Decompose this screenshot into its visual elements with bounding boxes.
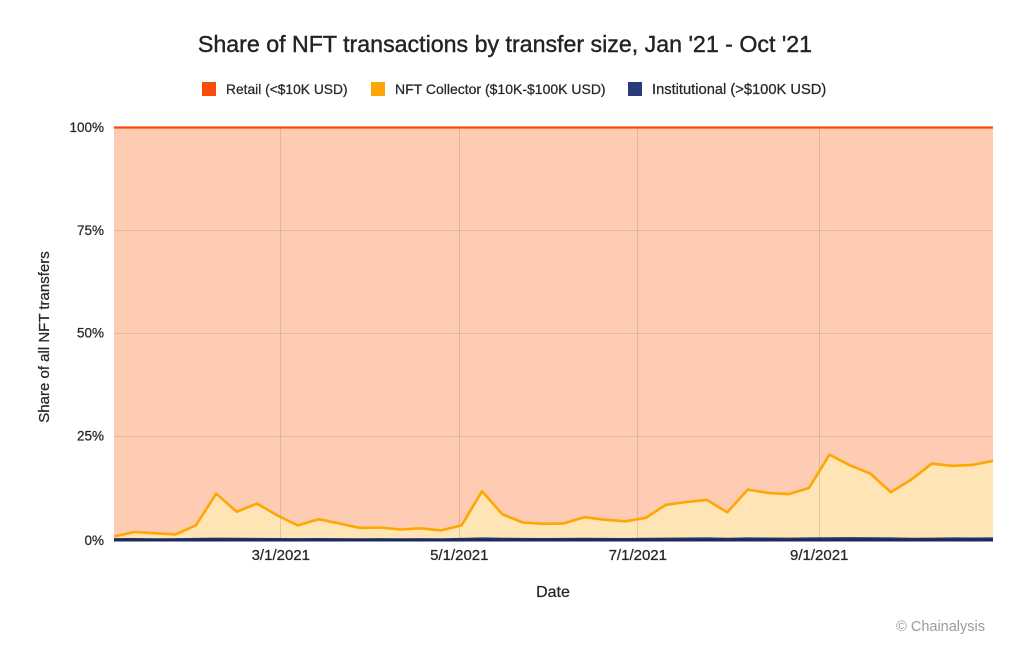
svg-text:Institutional (>$100K USD): Institutional (>$100K USD) xyxy=(652,82,826,98)
svg-text:Date: Date xyxy=(536,584,570,601)
svg-text:Share of all NFT transfers: Share of all NFT transfers xyxy=(36,251,53,422)
svg-text:© Chainalysis: © Chainalysis xyxy=(896,619,985,635)
svg-text:75%: 75% xyxy=(77,223,104,238)
svg-text:100%: 100% xyxy=(69,120,104,135)
svg-text:9/1/2021: 9/1/2021 xyxy=(790,547,848,564)
svg-text:Retail (<$10K USD): Retail (<$10K USD) xyxy=(226,82,348,97)
svg-text:NFT Collector ($10K-$100K USD): NFT Collector ($10K-$100K USD) xyxy=(395,81,606,97)
svg-text:25%: 25% xyxy=(77,429,104,444)
svg-text:5/1/2021: 5/1/2021 xyxy=(430,547,488,564)
svg-text:3/1/2021: 3/1/2021 xyxy=(252,547,310,564)
svg-text:50%: 50% xyxy=(77,326,104,341)
svg-text:Share of NFT transactions by t: Share of NFT transactions by transfer si… xyxy=(198,31,812,57)
svg-text:0%: 0% xyxy=(84,533,104,548)
svg-text:7/1/2021: 7/1/2021 xyxy=(609,547,667,564)
